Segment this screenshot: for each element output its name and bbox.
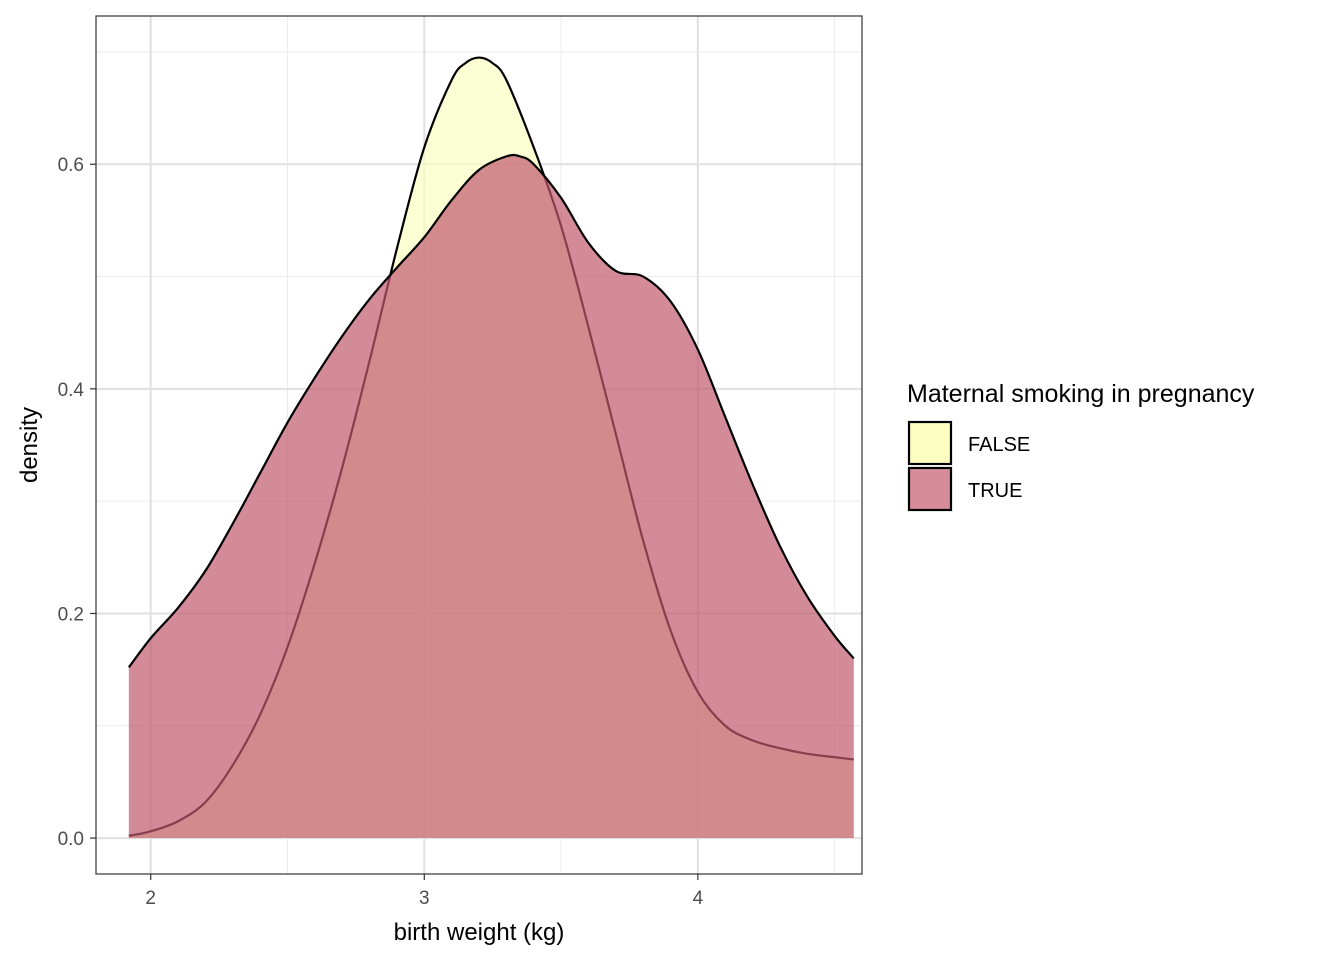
density-line-true <box>127 153 855 669</box>
density-area-true <box>128 155 854 839</box>
legend-label-false: FALSE <box>968 434 1030 456</box>
y-tick-label-3: 0.6 <box>58 155 84 176</box>
legend-key-false <box>907 420 953 466</box>
x-axis: 2 3 4 <box>145 874 704 909</box>
y-axis: 0.0 0.2 0.4 0.6 <box>58 155 96 850</box>
x-tick-label-0: 2 <box>145 888 156 909</box>
legend-key-true <box>907 466 953 512</box>
y-tick-label-2: 0.4 <box>58 380 85 401</box>
panel-border <box>95 15 863 875</box>
y-tick-label-1: 0.2 <box>58 604 84 625</box>
x-axis-title: birth weight (kg) <box>394 919 565 946</box>
x-tick-label-2: 4 <box>693 888 704 909</box>
legend-label-true: TRUE <box>968 480 1022 502</box>
density-areas <box>127 56 855 839</box>
legend-title: Maternal smoking in pregnancy <box>907 380 1255 408</box>
x-tick-label-1: 3 <box>419 888 430 909</box>
y-tick-label-0: 0.0 <box>58 829 84 850</box>
legend: Maternal smoking in pregnancy FALSE TRUE <box>907 380 1255 512</box>
y-axis-title: density <box>16 407 43 483</box>
